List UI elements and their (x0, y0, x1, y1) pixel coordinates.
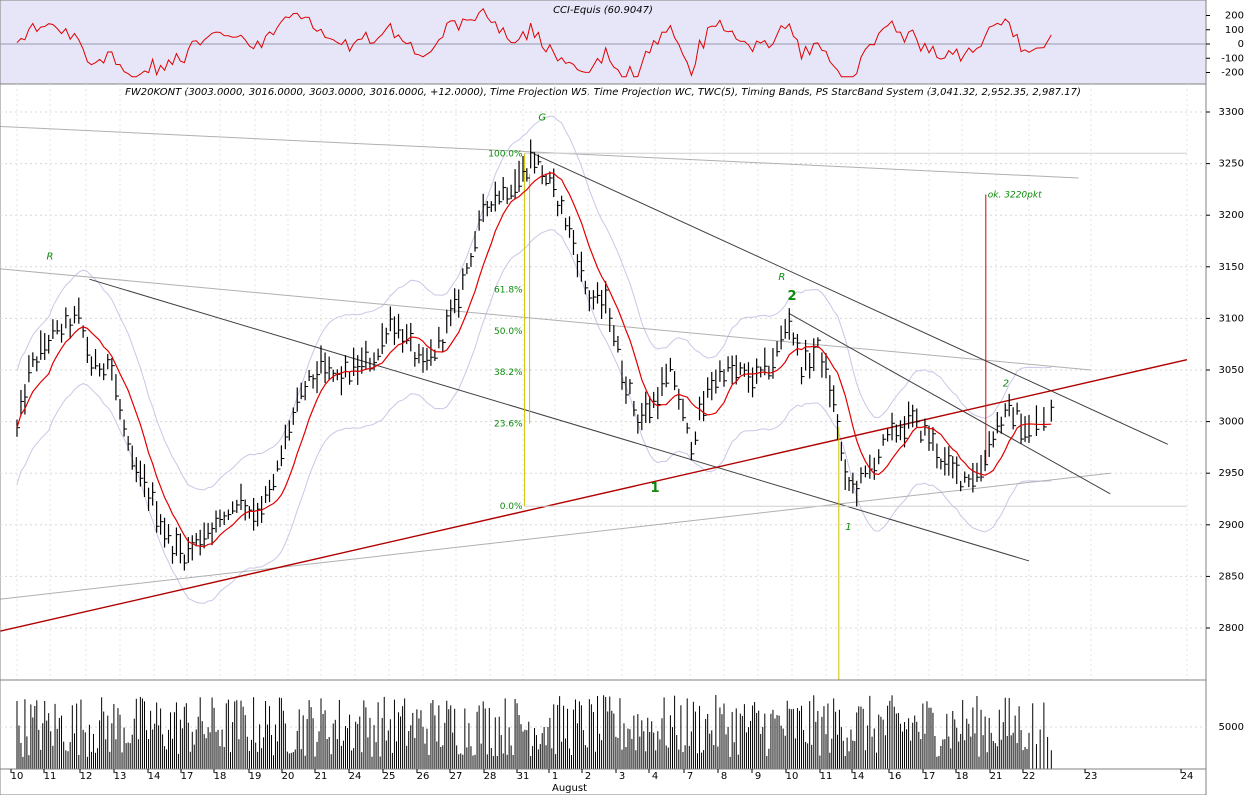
x-tick-label: 22 (1023, 771, 1036, 782)
x-tick-label: 11 (820, 771, 833, 782)
price-tick-label: 3300 (1219, 107, 1244, 118)
volume-bars (16, 695, 1052, 769)
price-panel: FW20KONT (3003.0000, 3016.0000, 3003.000… (0, 83, 1244, 681)
trendline (532, 152, 1169, 445)
x-tick-label: 25 (383, 771, 396, 782)
price-tick-label: 3000 (1219, 417, 1244, 428)
trendline (0, 268, 1092, 371)
price-tick-label: 3250 (1219, 159, 1244, 170)
x-tick-label: 24 (1181, 771, 1194, 782)
fib-level-label: 38.2% (494, 368, 523, 378)
price-tick-label: 3050 (1219, 365, 1244, 376)
x-tick-label: 12 (80, 771, 93, 782)
x-tick-label: 8 (721, 771, 727, 782)
x-axis-ticks: 10 11 12 13 14 17 18 19 20 21 24 25 26 27 28 31 1 2 3 4 7 8 9 1… (10, 769, 1194, 782)
price-tick-label: 2950 (1219, 468, 1244, 479)
x-tick-label: 17 (923, 771, 936, 782)
volume-tick-label: 5000 (1219, 722, 1244, 733)
price-tick-label: 2850 (1219, 571, 1244, 582)
price-grid (0, 84, 1206, 680)
wave-label: R (47, 252, 54, 263)
x-tick-label: 10 (11, 771, 24, 782)
cci-panel: CCI-Equis (60.9047) 200 100 0 -100 -200 (0, 0, 1244, 85)
wave-label: G (538, 112, 546, 123)
price-tick-label: 2900 (1219, 520, 1244, 531)
moving-average-line (16, 172, 1052, 548)
x-tick-label: 9 (755, 771, 761, 782)
wave-label: 1 (650, 481, 659, 496)
x-tick-label: 3 (619, 771, 625, 782)
lower-band (16, 229, 1052, 604)
price-tick-label: 3150 (1219, 262, 1244, 273)
price-tick-label: 3200 (1219, 210, 1244, 221)
fib-level-label: 0.0% (500, 502, 523, 512)
x-tick-label: 2 (585, 771, 591, 782)
x-tick-label: 28 (484, 771, 497, 782)
wave-label: 1 (845, 522, 851, 533)
cci-series-line (16, 7, 1052, 78)
trendline (788, 312, 1111, 495)
price-tick-label: 3100 (1219, 313, 1244, 324)
fib-level-label: 50.0% (494, 327, 523, 337)
x-tick-label: 10 (786, 771, 799, 782)
x-tick-label: 24 (349, 771, 362, 782)
trendline (0, 125, 1079, 179)
cci-background (0, 0, 1207, 85)
cci-tick-label: 0 (1238, 39, 1244, 50)
price-frame (0, 83, 1207, 681)
x-tick-label: 31 (517, 771, 530, 782)
wave-label: 2 (1003, 379, 1009, 390)
x-tick-label: 23 (1085, 771, 1098, 782)
x-tick-label: 27 (450, 771, 463, 782)
cci-tick-label: -200 (1221, 68, 1244, 79)
month-label: August (552, 783, 587, 794)
x-tick-label: 14 (148, 771, 161, 782)
x-tick-label: 17 (181, 771, 194, 782)
x-tick-label: 7 (687, 771, 693, 782)
volume-y-axis: 5000 (1219, 722, 1244, 733)
wave-label: R (778, 272, 785, 283)
starc-bands (16, 115, 1052, 604)
x-tick-label: 21 (315, 771, 328, 782)
cci-tick-label: 100 (1225, 25, 1244, 36)
x-tick-label: 14 (852, 771, 865, 782)
cci-tick-label: 200 (1225, 11, 1244, 22)
trendlines (0, 125, 1188, 632)
fib-level-label: 61.8% (494, 286, 523, 296)
x-tick-label: 16 (889, 771, 902, 782)
price-tick-label: 2800 (1219, 623, 1244, 634)
x-tick-label: 4 (652, 771, 658, 782)
trendline (0, 472, 1111, 600)
x-axis: 10 11 12 13 14 17 18 19 20 21 24 25 26 27 28 31 1 2 3 4 7 8 9 1… (0, 768, 1207, 795)
x-tick-label: 21 (990, 771, 1003, 782)
fibonacci-levels: 100.0% 61.8% 50.0% 38.2% 23.6% 0.0% ok. 3220pk… (488, 149, 1187, 680)
wave-label: 2 (787, 289, 796, 304)
cci-title: CCI-Equis (60.9047) (553, 5, 653, 16)
price-title: FW20KONT (3003.0000, 3016.0000, 3003.000… (125, 87, 1081, 98)
fib-level-label: 23.6% (494, 420, 523, 430)
cci-tick-label: -100 (1221, 53, 1244, 64)
fib-level-label: 100.0% (488, 149, 523, 159)
trendline (89, 278, 1030, 562)
price-y-axis: 3300 3250 3200 3150 3100 3050 3000 2950 2900 2850… (1206, 107, 1244, 634)
x-tick-label: 18 (956, 771, 969, 782)
upper-band (16, 115, 1052, 491)
cci-y-axis: 200 100 0 -100 -200 (1206, 11, 1244, 79)
x-axis-band (0, 768, 1207, 795)
target-label: ok. 3220pkt (988, 191, 1042, 201)
x-tick-label: 18 (214, 771, 227, 782)
x-tick-label: 1 (552, 771, 558, 782)
trendline (0, 358, 1188, 632)
x-tick-label: 13 (114, 771, 127, 782)
x-tick-label: 26 (417, 771, 430, 782)
volume-panel: 5000 (0, 679, 1244, 770)
x-tick-label: 20 (282, 771, 295, 782)
x-tick-label: 19 (249, 771, 262, 782)
x-tick-label: 11 (44, 771, 57, 782)
